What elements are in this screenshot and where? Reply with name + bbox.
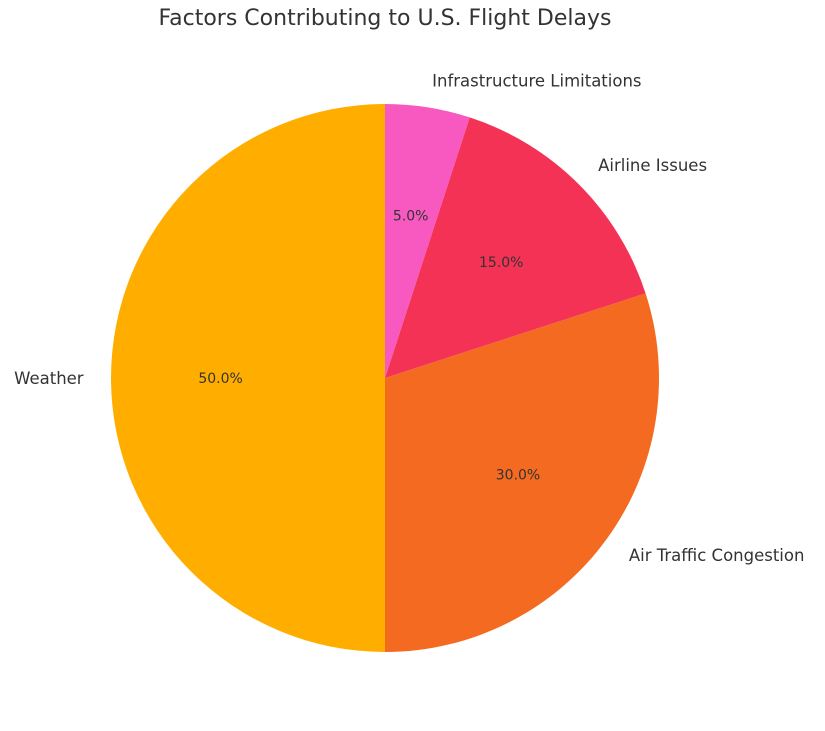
slice-category-label: Weather: [14, 369, 84, 388]
slice-percent-label: 30.0%: [496, 468, 540, 484]
pie-slice-weather: [111, 104, 385, 652]
slice-category-label: Infrastructure Limitations: [432, 71, 641, 90]
pie-slice-airline-issues: [385, 117, 646, 378]
slice-category-label: Airline Issues: [598, 156, 707, 175]
slice-percent-label: 5.0%: [393, 209, 429, 225]
chart-title: Factors Contributing to U.S. Flight Dela…: [158, 6, 612, 31]
pie-slice-air-traffic-congestion: [385, 293, 659, 652]
slice-percent-label: 15.0%: [479, 255, 523, 271]
slice-percent-label: 50.0%: [198, 371, 242, 387]
pie-slice-infrastructure-limitations: [385, 104, 470, 378]
slice-category-label: Air Traffic Congestion: [629, 546, 805, 565]
